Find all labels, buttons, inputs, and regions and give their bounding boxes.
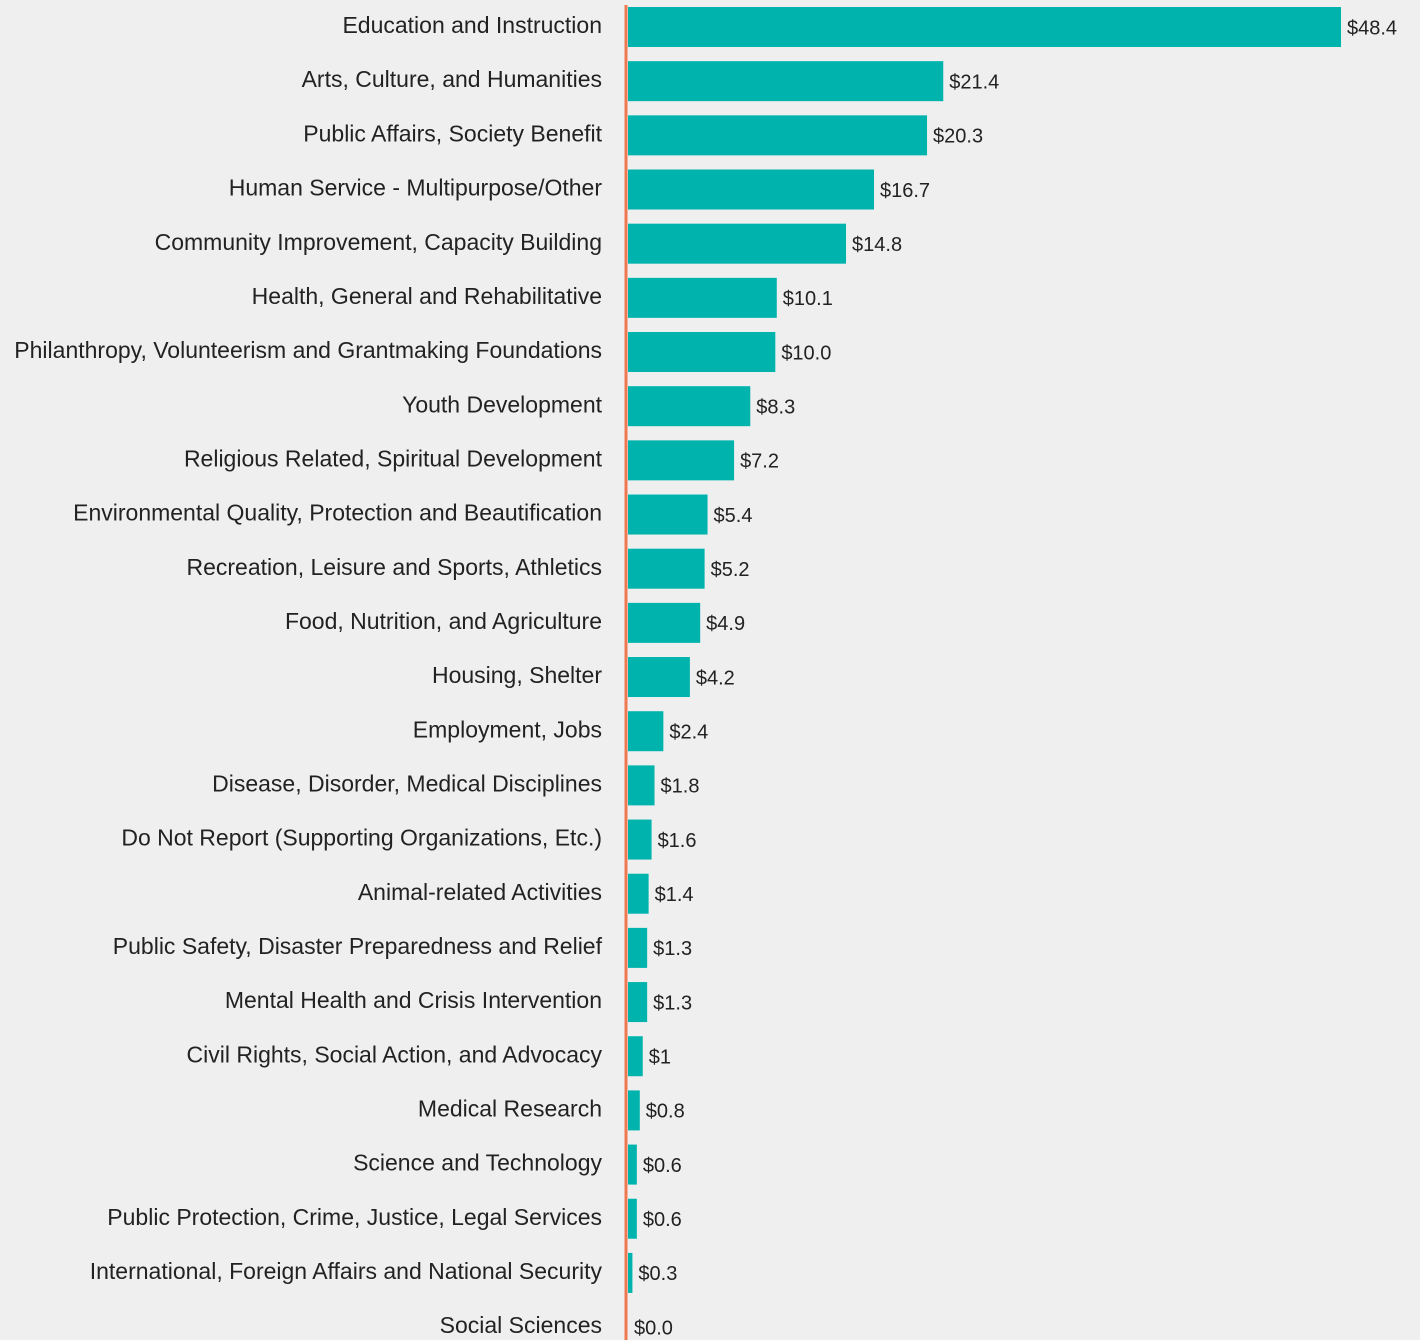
value-label: $0.0 <box>634 1317 673 1339</box>
value-label: $0.6 <box>643 1155 682 1177</box>
bar <box>628 1252 633 1293</box>
bar <box>628 115 928 156</box>
value-label: $0.3 <box>638 1263 677 1285</box>
category-label: Do Not Report (Supporting Organizations,… <box>121 825 602 851</box>
value-label: $8.3 <box>756 396 795 418</box>
value-label: $21.4 <box>949 71 999 93</box>
category-label: Science and Technology <box>353 1150 602 1176</box>
category-label: Social Sciences <box>440 1312 602 1338</box>
category-label: Arts, Culture, and Humanities <box>302 66 602 92</box>
value-label: $10.0 <box>781 342 831 364</box>
bar <box>628 277 777 318</box>
category-label: Civil Rights, Social Action, and Advocac… <box>187 1041 603 1067</box>
bar <box>628 765 655 806</box>
bar <box>628 1036 643 1077</box>
bar <box>628 169 875 210</box>
value-label: $1.3 <box>653 992 692 1014</box>
value-label: $48.4 <box>1347 17 1397 39</box>
bar <box>628 494 708 535</box>
value-label: $20.3 <box>933 126 983 148</box>
bar <box>628 982 648 1023</box>
bar <box>628 819 652 860</box>
category-label: Recreation, Leisure and Sports, Athletic… <box>186 554 602 580</box>
category-label: Housing, Shelter <box>432 662 602 688</box>
category-label: Employment, Jobs <box>413 716 602 742</box>
bar <box>628 61 944 102</box>
category-label: Education and Instruction <box>342 12 602 38</box>
category-label: Community Improvement, Capacity Building <box>155 229 602 255</box>
value-label: $5.4 <box>714 505 753 527</box>
bar <box>628 223 847 264</box>
value-label: $1.4 <box>655 884 694 906</box>
bar <box>628 386 751 427</box>
value-label: $4.2 <box>696 667 735 689</box>
category-label: Mental Health and Crisis Intervention <box>225 987 602 1013</box>
value-label: $10.1 <box>783 288 833 310</box>
value-label: $14.8 <box>852 234 902 256</box>
category-label: Disease, Disorder, Medical Disciplines <box>212 770 602 796</box>
category-label: Public Safety, Disaster Preparedness and… <box>113 933 603 959</box>
value-label: $1.8 <box>661 776 700 798</box>
bar <box>628 1144 637 1185</box>
category-label: Environmental Quality, Protection and Be… <box>73 500 602 526</box>
bar <box>628 873 649 914</box>
value-label: $4.9 <box>706 613 745 635</box>
value-label: $2.4 <box>669 721 708 743</box>
category-label: Public Affairs, Society Benefit <box>303 120 602 146</box>
bar <box>628 711 664 752</box>
bar <box>628 548 705 589</box>
bar <box>628 7 1341 47</box>
category-label: Medical Research <box>418 1095 602 1121</box>
category-label: Religious Related, Spiritual Development <box>184 445 603 471</box>
bar <box>628 440 735 481</box>
value-label: $0.6 <box>643 1209 682 1231</box>
bar <box>628 927 648 968</box>
value-label: $1.6 <box>658 830 697 852</box>
value-label: $0.8 <box>646 1101 685 1123</box>
category-label: Health, General and Rehabilitative <box>252 283 602 309</box>
value-label: $5.2 <box>711 559 750 581</box>
category-label: International, Foreign Affairs and Natio… <box>90 1258 603 1284</box>
category-label: Youth Development <box>402 391 603 417</box>
bar <box>628 1090 640 1131</box>
value-label: $7.2 <box>740 451 779 473</box>
category-label: Public Protection, Crime, Justice, Legal… <box>107 1204 602 1230</box>
bar <box>628 1198 637 1239</box>
bar <box>628 332 776 373</box>
category-label: Philanthropy, Volunteerism and Grantmaki… <box>14 337 602 363</box>
category-label: Animal-related Activities <box>358 879 602 905</box>
bar <box>628 657 690 698</box>
value-label: $1.3 <box>653 938 692 960</box>
bar <box>628 602 701 643</box>
category-label: Human Service - Multipurpose/Other <box>229 175 603 201</box>
value-label: $1 <box>649 1047 671 1069</box>
value-label: $16.7 <box>880 180 930 202</box>
category-label: Food, Nutrition, and Agriculture <box>285 608 602 634</box>
